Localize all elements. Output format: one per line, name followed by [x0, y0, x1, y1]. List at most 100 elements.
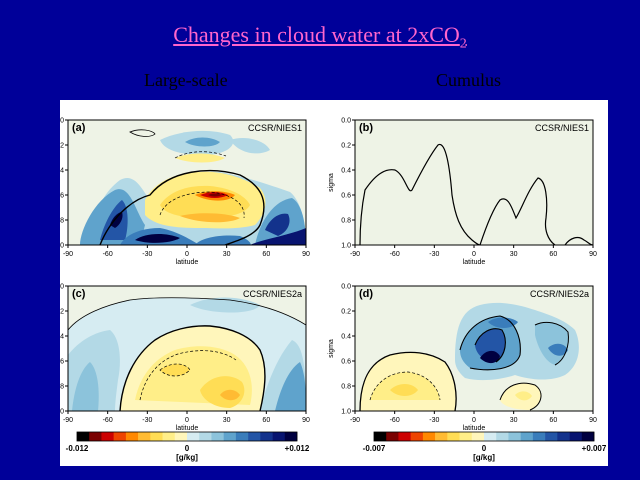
panel-a-ytick-label: 0.4 [60, 168, 64, 175]
panel-b-ytick-label: 0.0 [341, 118, 351, 125]
colorbar-swatch [89, 432, 102, 441]
colorbar-swatch [150, 432, 163, 441]
colorbar-swatch [187, 432, 200, 441]
panel-a-ytick-label: 0.8 [60, 218, 64, 225]
panel-d-ytick-label: 0.0 [341, 284, 351, 291]
panel-d-ytick-label: 1.0 [341, 409, 351, 416]
panel-b-background [355, 120, 593, 245]
figure-svg: (a) CCSR/NIES1 -90 -60 -30 0 30 60 90 latitude 0.0… [41, 118, 607, 463]
colorbar-swatch [459, 432, 473, 441]
panel-d-ylabel: sigma [328, 339, 335, 358]
colorbar-swatch [174, 432, 188, 441]
panel-d-xtick-label: 30 [510, 417, 518, 424]
colorbar-swatch [77, 432, 90, 441]
panel-d-xtick-label: 90 [589, 417, 597, 424]
panel-d-ytick-label: 0.6 [341, 359, 351, 366]
panel-c-xtick-label: -30 [142, 417, 152, 424]
colorbar-frame [76, 431, 298, 442]
panel-b-xtick-label: 30 [510, 251, 518, 258]
panel-d-model-label: CCSR/NIES2a [530, 289, 589, 299]
panel-b-ytick-label: 1.0 [341, 243, 351, 250]
panel-b-xtick-label: 0 [472, 251, 476, 258]
colorbar-swatch [398, 432, 411, 441]
panel-c-xtick-label: 30 [223, 417, 231, 424]
colorbar-swatch [138, 432, 151, 441]
panel-b-ylabel: sigma [328, 173, 335, 192]
panel-b-ytick-label: 0.6 [341, 193, 351, 200]
panel-b-ytick-label: 0.2 [341, 143, 351, 150]
panel-a-ytick-label: 0.2 [60, 143, 64, 150]
panel-b-xtick-label: 60 [549, 251, 557, 258]
colorbar-min-label: -0.007 [363, 444, 386, 453]
colorbar-right: -0.007 0 +0.007 [g/kg] [363, 431, 607, 462]
panel-c [67, 285, 307, 412]
panel-a-letter: (a) [72, 122, 86, 134]
colorbar-frame [373, 431, 595, 442]
panel-d-xtick-label: -90 [350, 417, 360, 424]
panel-d-xlabel: latitude [463, 425, 486, 432]
panel-a-xtick-label: -60 [103, 251, 113, 258]
colorbar-swatch [162, 432, 176, 441]
panel-c-ytick-label: 1.0 [60, 409, 64, 416]
colorbar-min-label: -0.012 [66, 444, 89, 453]
panel-a-ytick-label: 1.0 [60, 243, 64, 250]
colorbar-swatch [435, 432, 448, 441]
colorbar-swatch [386, 432, 399, 441]
panel-a-xtick-label: 30 [223, 251, 231, 258]
panel-c-model-label: CCSR/NIES2a [243, 289, 302, 299]
panel-c-xtick-label: -60 [103, 417, 113, 424]
panel-a [67, 119, 307, 246]
colorbar-swatch [284, 432, 298, 441]
colorbar-swatch [532, 432, 546, 441]
panel-c-xtick-label: 90 [302, 417, 310, 424]
panel-b-field [359, 143, 593, 245]
panel-d-xtick-label: -60 [390, 417, 400, 424]
colorbar-swatch [199, 432, 212, 441]
slide-title: Changes in cloud water at 2xCO2 [0, 22, 640, 52]
colorbar-swatch [496, 432, 509, 441]
panel-c-field [68, 297, 306, 411]
panel-a-xtick-label: -90 [63, 251, 73, 258]
colorbar-swatch [557, 432, 570, 441]
colorbar-swatch [272, 432, 286, 441]
colorbar-swatch [248, 432, 261, 441]
colorbar-max-label: +0.007 [582, 444, 607, 453]
colorbar-swatch [508, 432, 521, 441]
panel-a-xtick-label: 60 [262, 251, 270, 258]
panel-c-xtick-label: 0 [185, 417, 189, 424]
panel-b-model-label: CCSR/NIES1 [535, 123, 589, 133]
colorbar-mid-label: 0 [482, 444, 487, 453]
panel-b [354, 119, 594, 246]
colorbar-swatch [581, 432, 595, 441]
panel-a-ytick-label: 0.0 [60, 118, 64, 125]
figure-panel: (a) CCSR/NIES1 -90 -60 -30 0 30 60 90 latitude 0.0… [41, 100, 608, 466]
panel-d-letter: (d) [359, 288, 373, 300]
panel-d [354, 285, 594, 412]
colorbar-left: -0.012 0 +0.012 [g/kg] [66, 431, 310, 462]
colorbar-swatch [569, 432, 583, 441]
colorbar-unit-label: [g/kg] [473, 453, 495, 462]
panel-b-xlabel: latitude [463, 259, 486, 266]
panel-d-xtick-label: 0 [472, 417, 476, 424]
panel-a-xtick-label: 0 [185, 251, 189, 258]
title-main: Changes in cloud water at 2xCO [173, 22, 460, 47]
colorbar-max-label: +0.012 [285, 444, 310, 453]
colorbar-unit-label: [g/kg] [176, 453, 198, 462]
panel-b-xtick-label: -90 [350, 251, 360, 258]
colorbar-swatch [125, 432, 139, 441]
panel-d-xtick-label: 60 [549, 417, 557, 424]
panel-c-letter: (c) [72, 288, 86, 300]
panel-b-ytick-label: 0.4 [341, 168, 351, 175]
colorbar-swatch [520, 432, 534, 441]
panel-a-field [80, 129, 306, 245]
panel-c-xlabel: latitude [176, 425, 199, 432]
panel-a-ytick-label: 0.6 [60, 193, 64, 200]
panel-d-ytick-label: 0.8 [341, 384, 351, 391]
colorbar-swatch [260, 432, 273, 441]
panel-d-ytick-label: 0.4 [341, 334, 351, 341]
colorbar-swatch [410, 432, 424, 441]
panel-a-xlabel: latitude [176, 259, 199, 266]
colorbar-swatch [211, 432, 224, 441]
panel-c-ytick-label: 0.6 [60, 359, 64, 366]
panel-b-ytick-label: 0.8 [341, 218, 351, 225]
